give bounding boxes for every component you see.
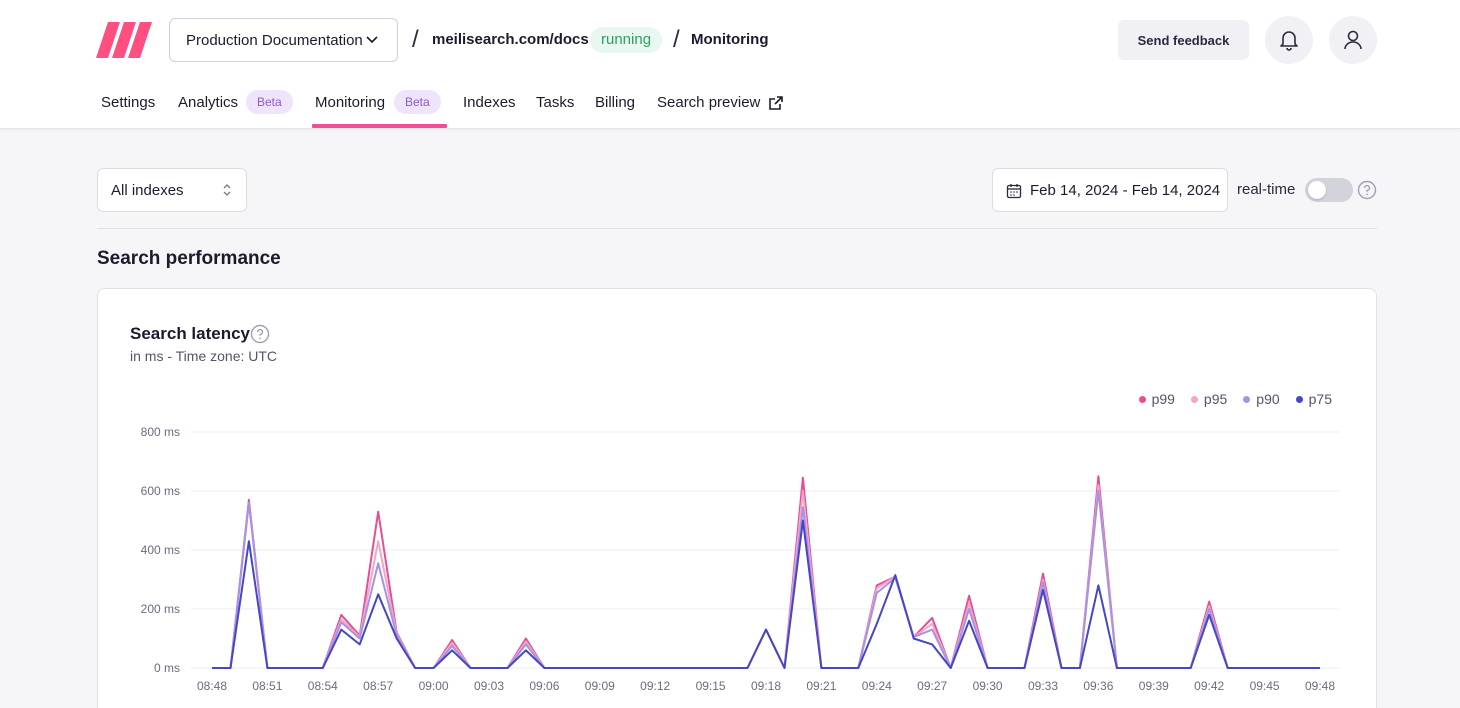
tab-label: Settings	[101, 94, 156, 111]
external-link-icon	[769, 96, 783, 110]
x-tick-label: 09:24	[862, 679, 892, 693]
tab-label: Indexes	[463, 94, 516, 111]
user-icon	[1344, 30, 1362, 50]
x-tick-label: 09:18	[751, 679, 781, 693]
active-tab-indicator	[312, 124, 447, 128]
x-tick-label: 09:15	[696, 679, 726, 693]
bell-icon	[1280, 31, 1298, 51]
x-tick-label: 08:48	[197, 679, 227, 693]
chart-legend: p99 p95 p90 p75	[1138, 391, 1332, 407]
index-filter-label: All indexes	[111, 181, 184, 199]
y-tick-label: 400 ms	[141, 543, 180, 557]
legend-label: p75	[1308, 391, 1332, 407]
meilisearch-logo-icon[interactable]	[96, 22, 154, 58]
beta-badge: Beta	[246, 90, 293, 114]
x-tick-label: 09:12	[640, 679, 670, 693]
project-select[interactable]: Production Documentation	[169, 18, 398, 62]
breadcrumb-separator: /	[673, 26, 680, 53]
x-tick-label: 09:36	[1083, 679, 1113, 693]
y-tick-label: 200 ms	[141, 602, 180, 616]
tab-label: Analytics	[178, 94, 239, 111]
beta-badge: Beta	[394, 90, 441, 114]
x-tick-label: 09:00	[419, 679, 449, 693]
top-header: Production Documentation / meilisearch.c…	[0, 0, 1460, 129]
status-badge: running	[590, 27, 663, 53]
x-tick-label: 09:48	[1305, 679, 1335, 693]
chevron-down-icon	[366, 36, 378, 44]
x-tick-label: 08:54	[308, 679, 338, 693]
realtime-toggle[interactable]	[1305, 178, 1353, 202]
tab-label: Monitoring	[315, 94, 386, 111]
x-tick-label: 09:30	[973, 679, 1003, 693]
breadcrumb-page: Monitoring	[691, 31, 769, 48]
y-tick-label: 800 ms	[141, 425, 180, 439]
index-filter-select[interactable]: All indexes	[97, 168, 247, 212]
account-button[interactable]	[1329, 16, 1377, 64]
section-title: Search performance	[97, 248, 281, 269]
realtime-label: real-time	[1237, 181, 1296, 198]
project-select-label: Production Documentation	[186, 31, 363, 49]
send-feedback-button[interactable]: Send feedback	[1118, 20, 1249, 60]
date-range-picker[interactable]: Feb 14, 2024 - Feb 14, 2024	[992, 168, 1228, 212]
y-tick-label: 600 ms	[141, 484, 180, 498]
series-line-p99	[212, 475, 1320, 669]
section-divider	[97, 228, 1377, 229]
legend-dot	[1138, 395, 1146, 403]
x-tick-label: 09:33	[1028, 679, 1058, 693]
help-icon[interactable]	[1357, 180, 1377, 200]
x-tick-label: 08:57	[363, 679, 393, 693]
card-title: Search latency	[130, 324, 251, 343]
y-tick-label: 0 ms	[154, 661, 180, 675]
notifications-button[interactable]	[1265, 16, 1313, 64]
legend-item-p75[interactable]: p75	[1295, 391, 1332, 407]
legend-dot	[1295, 395, 1303, 403]
x-tick-label: 09:09	[585, 679, 615, 693]
legend-item-p90[interactable]: p90	[1243, 391, 1280, 407]
breadcrumb-url[interactable]: meilisearch.com/docs	[432, 31, 589, 48]
legend-dot	[1190, 395, 1198, 403]
chevron-up-down-icon	[223, 184, 231, 196]
x-tick-label: 09:45	[1250, 679, 1280, 693]
legend-label: p95	[1203, 391, 1228, 407]
x-tick-label: 09:27	[917, 679, 947, 693]
legend-dot	[1243, 395, 1251, 403]
breadcrumb-separator: /	[412, 26, 419, 53]
tab-label: Billing	[595, 94, 636, 111]
x-tick-label: 09:42	[1194, 679, 1224, 693]
legend-item-p99[interactable]: p99	[1138, 391, 1175, 407]
x-tick-label: 09:21	[806, 679, 836, 693]
x-tick-label: 08:51	[252, 679, 282, 693]
latency-chart: 0 ms 200 ms 400 ms 600 ms 800 ms 08:48 08:51 08…	[141, 425, 1339, 693]
legend-item-p95[interactable]: p95	[1190, 391, 1228, 407]
calendar-icon	[1006, 184, 1022, 199]
x-tick-label: 09:06	[529, 679, 559, 693]
legend-label: p99	[1151, 391, 1175, 407]
x-tick-label: 09:39	[1139, 679, 1169, 693]
toggle-knob	[1308, 181, 1326, 199]
tab-label: Tasks	[536, 94, 575, 111]
series-line-p75	[212, 519, 1320, 669]
x-tick-label: 09:03	[474, 679, 504, 693]
search-latency-card: Search latency in ms - Time zone: UTC p9…	[97, 288, 1377, 708]
date-range-label: Feb 14, 2024 - Feb 14, 2024	[1030, 182, 1221, 199]
card-subtitle: in ms - Time zone: UTC	[130, 348, 278, 364]
legend-label: p90	[1256, 391, 1280, 407]
help-icon[interactable]	[250, 324, 270, 344]
tab-label: Search preview	[657, 94, 761, 111]
